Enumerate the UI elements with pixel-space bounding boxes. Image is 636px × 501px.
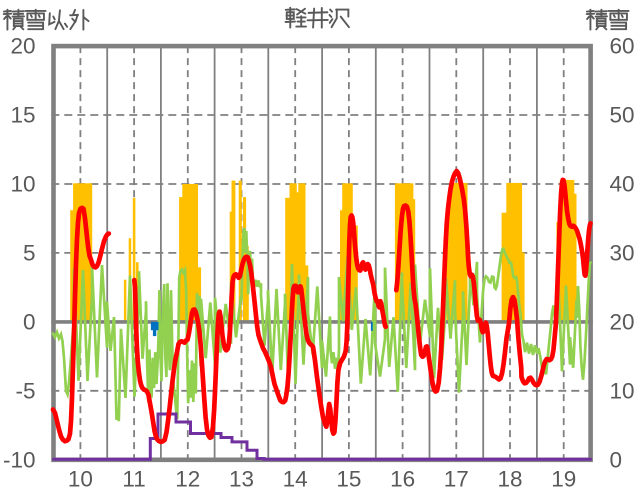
svg-text:5: 5 <box>23 240 36 265</box>
svg-text:13: 13 <box>229 467 254 492</box>
svg-text:15: 15 <box>336 467 361 492</box>
svg-text:10: 10 <box>610 378 635 403</box>
svg-text:17: 17 <box>444 467 469 492</box>
svg-text:14: 14 <box>283 467 308 492</box>
svg-text:19: 19 <box>551 467 576 492</box>
svg-text:-5: -5 <box>15 378 35 403</box>
svg-text:20: 20 <box>10 34 35 59</box>
svg-text:0: 0 <box>610 447 623 472</box>
svg-text:16: 16 <box>390 467 415 492</box>
svg-text:60: 60 <box>610 34 635 59</box>
svg-text:40: 40 <box>610 172 635 197</box>
svg-text:10: 10 <box>10 172 35 197</box>
svg-text:15: 15 <box>10 103 35 128</box>
svg-text:30: 30 <box>610 240 635 265</box>
svg-text:12: 12 <box>175 467 200 492</box>
svg-text:18: 18 <box>498 467 523 492</box>
svg-text:-10: -10 <box>3 447 36 472</box>
svg-text:10: 10 <box>68 467 93 492</box>
svg-text:20: 20 <box>610 309 635 334</box>
svg-text:0: 0 <box>23 309 36 334</box>
svg-text:50: 50 <box>610 103 635 128</box>
svg-text:11: 11 <box>122 467 145 492</box>
